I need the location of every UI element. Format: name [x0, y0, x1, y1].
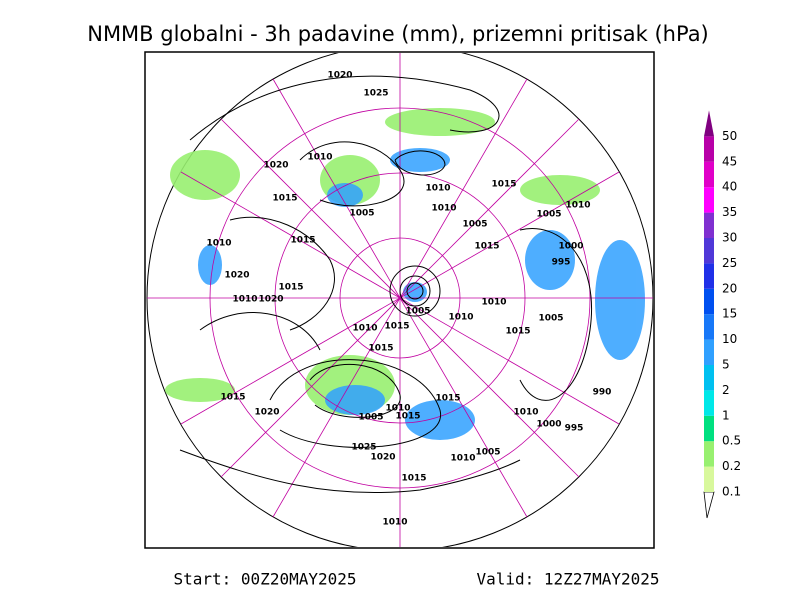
colorbar-label: 10 — [722, 332, 737, 346]
isobar-label: 1010 — [431, 204, 456, 214]
colorbar-segment — [704, 415, 714, 442]
isobar-label: 1000 — [536, 420, 561, 430]
isobar-label: 1010 — [450, 454, 475, 464]
map-title: NMMB globalni - 3h padavine (mm), prizem… — [87, 22, 709, 46]
colorbar-segment — [704, 263, 714, 289]
isobar-label: 1015 — [435, 394, 460, 404]
isobar-label: 1015 — [290, 236, 315, 246]
colorbar-segment — [704, 466, 714, 492]
isobar-label: 1015 — [474, 242, 499, 252]
isobar-label: 1015 — [272, 194, 297, 204]
isobar-label: 1020 — [258, 295, 283, 305]
colorbar-segment — [704, 238, 714, 264]
isobar-label: 1015 — [278, 283, 303, 293]
isobar-label: 1010 — [382, 518, 407, 528]
isobar-label: 1020 — [254, 408, 279, 418]
colorbar-segment — [704, 390, 714, 416]
isobar-label: 1010 — [448, 313, 473, 323]
isobar-label: 1020 — [224, 271, 249, 281]
isobar-label: 1010 — [481, 298, 506, 308]
start-time: Start: 00Z20MAY2025 — [173, 570, 356, 589]
isobar-label: 1005 — [475, 448, 500, 458]
colorbar-segment — [704, 365, 714, 391]
colorbar-label: 0.2 — [722, 459, 741, 473]
isobar-label: 1015 — [491, 180, 516, 190]
colorbar-segment — [704, 441, 714, 467]
colorbar-label: 30 — [722, 231, 737, 245]
isobar-label: 1000 — [558, 242, 583, 252]
isobar-label: 1020 — [263, 161, 288, 171]
colorbar-label: 15 — [722, 307, 737, 321]
colorbar-high-end — [704, 110, 714, 137]
isobar-label: 1015 — [395, 412, 420, 422]
isobar-label: 1010 — [232, 295, 257, 305]
isobar-label: 1015 — [505, 327, 530, 337]
isobar-label: 1005 — [536, 210, 561, 220]
colorbar-segment — [704, 136, 714, 162]
isobar-label: 1020 — [370, 453, 395, 463]
colorbar-segment — [704, 161, 714, 188]
isobar-label: 995 — [565, 424, 584, 434]
isobar-label: 990 — [593, 388, 612, 398]
colorbar-segment — [704, 314, 714, 340]
isobar-label: 1020 — [327, 71, 352, 81]
isobar-label: 1015 — [220, 393, 245, 403]
colorbar-label: 45 — [722, 154, 737, 168]
colorbar-label: 50 — [722, 129, 737, 143]
isobar-label: 1005 — [538, 314, 563, 324]
colorbar-label: 20 — [722, 281, 737, 295]
isobar-label: 1010 — [513, 408, 538, 418]
colorbar-label: 1 — [722, 408, 730, 422]
isobar-label: 1025 — [363, 89, 388, 99]
isobar-label: 1015 — [384, 322, 409, 332]
isobar-label: 995 — [552, 258, 571, 268]
isobar-label: 1010 — [352, 324, 377, 334]
isobar-label: 1010 — [425, 184, 450, 194]
isobar-label: 1015 — [368, 344, 393, 354]
isobar-label: 1010 — [206, 239, 231, 249]
graticule — [147, 53, 653, 547]
isobar-label: 1005 — [358, 413, 383, 423]
isobar-label: 1015 — [401, 474, 426, 484]
isobars — [179, 75, 592, 494]
colorbar-segment — [704, 212, 714, 238]
colorbar-segment — [704, 339, 714, 365]
colorbar-label: 35 — [722, 205, 737, 219]
isobar-label: 1010 — [565, 201, 590, 211]
isobar-label: 1010 — [307, 153, 332, 163]
colorbar-low-end — [703, 491, 715, 519]
colorbar-segment — [704, 288, 714, 315]
isobar-label: 1010 — [385, 404, 410, 414]
colorbar-label: 2 — [722, 383, 730, 397]
colorbar-segment — [704, 187, 714, 213]
colorbar-label: 5 — [722, 358, 730, 372]
isobar-label: 1005 — [349, 209, 374, 219]
isobar-label: 1025 — [351, 443, 376, 453]
colorbar-label: 0.5 — [722, 434, 741, 448]
isobar-label: 1005 — [405, 307, 430, 317]
colorbar-label: 0.1 — [722, 485, 741, 499]
colorbar-label: 40 — [722, 180, 737, 194]
isobar-label: 1005 — [462, 220, 487, 230]
valid-time: Valid: 12Z27MAY2025 — [476, 570, 659, 589]
colorbar-label: 25 — [722, 256, 737, 270]
